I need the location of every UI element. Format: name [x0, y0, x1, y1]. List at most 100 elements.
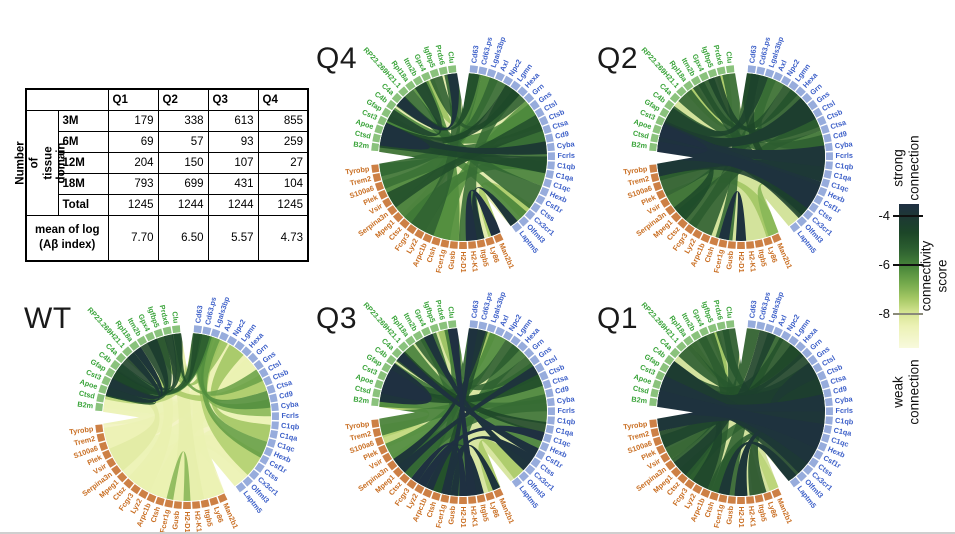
gene-label: B2m [353, 140, 370, 151]
group-gap-notch [652, 151, 693, 165]
gene-label: Prdx6 [158, 304, 171, 326]
gene-segment [372, 388, 381, 398]
gene-segment [754, 494, 764, 503]
gene-segment [801, 92, 813, 104]
gene-segment [807, 354, 818, 366]
gene-segment [406, 479, 417, 490]
gene-segment [524, 464, 536, 475]
gene-segment [371, 164, 380, 173]
gene-segment [202, 326, 212, 335]
gene-segment [518, 471, 529, 482]
gene-segment [468, 496, 477, 504]
gene-segment [534, 362, 545, 373]
chord-ribbon [673, 330, 776, 476]
gene-segment [129, 340, 140, 351]
gene-segment [725, 65, 735, 74]
gene-segment [817, 441, 828, 452]
table-cell: 204 [107, 151, 159, 174]
gene-segment [664, 354, 675, 366]
gene-segment [523, 92, 535, 104]
group-gap-notch [734, 68, 748, 109]
gene-segment [543, 433, 552, 443]
gene-segment [780, 330, 792, 341]
gene-segment [510, 335, 521, 346]
gene-segment [164, 499, 174, 508]
gene-segment [812, 107, 823, 118]
gene-segment [123, 478, 134, 489]
connectivity-score-label: connectivity score [918, 240, 949, 312]
gene-segment [468, 241, 477, 249]
gene-segment [754, 239, 764, 248]
chord-ribbon [154, 335, 228, 386]
gene-segment [387, 205, 398, 216]
gene-segment [171, 325, 181, 334]
gene-segment [684, 224, 695, 235]
group-gap-notch [456, 68, 470, 109]
table-corner-cell [25, 88, 109, 111]
gene-label: Fcrls [835, 406, 853, 415]
gene-label: Gusb [446, 250, 457, 270]
group-gap-notch [374, 151, 415, 165]
gene-segment [155, 496, 165, 506]
gene-segment [495, 71, 505, 82]
gene-segment [421, 326, 431, 337]
gene-label: Clu [724, 306, 734, 319]
gene-segment [773, 71, 783, 82]
gene-segment [538, 370, 549, 381]
gene-label: B2m [77, 400, 94, 411]
gene-segment [808, 457, 819, 468]
chord-ribbon [383, 339, 520, 397]
gene-label: Cd9 [554, 384, 569, 396]
gene-segment [669, 347, 681, 359]
gene-segment [267, 438, 276, 448]
gene-segment [398, 86, 409, 97]
gene-label: C1qa [833, 171, 853, 184]
gene-segment [727, 241, 736, 249]
gene-segment [153, 328, 164, 338]
gene-segment [812, 362, 823, 373]
gene-segment [813, 194, 824, 205]
gene-segment [796, 216, 807, 227]
gene-segment [692, 484, 703, 495]
chord-ribbon [472, 187, 518, 240]
gene-segment [683, 80, 694, 91]
chord-ribbon [103, 340, 250, 461]
gene-segment [234, 340, 245, 351]
gene-label: Cd63 [469, 45, 480, 64]
gene-segment [270, 402, 279, 412]
colorbar-tick-label: -4 [878, 207, 890, 223]
chord-ribbon [398, 366, 538, 473]
gene-segment [802, 209, 814, 220]
chord-title-Q1: Q1 [597, 302, 639, 335]
gene-segment [447, 320, 457, 329]
gene-label: B2m [353, 395, 370, 406]
gene-segment [542, 124, 552, 134]
gene-segment [372, 173, 382, 183]
gene-label: Tyrobp [623, 419, 649, 431]
chord-ribbon [166, 451, 191, 501]
gene-segment [200, 499, 210, 508]
gene-segment [690, 75, 702, 86]
gene-label: Cyba [834, 394, 854, 405]
gene-segment [95, 424, 104, 433]
chord-ribbon [423, 333, 530, 471]
gene-label: Cyba [280, 399, 300, 410]
chord-diagram-Q4: Cd63 Cd63.ps Lgals3bp Axl Npc2 Lgmn Hexa Grn Gns… [323, 17, 603, 297]
gene-segment [378, 444, 388, 455]
gene-label: Clu [724, 51, 734, 64]
gene-segment [650, 388, 659, 398]
gene-segment [700, 233, 711, 243]
gene-label: H2-K1 [747, 250, 758, 272]
chord-ribbon [441, 436, 535, 495]
gene-segment [707, 323, 718, 333]
gene-segment [254, 462, 265, 473]
gene-segment [422, 488, 433, 498]
gene-label: Cd9 [832, 129, 847, 141]
gene-segment [545, 133, 554, 143]
gene-segment [539, 186, 550, 197]
gene-segment [371, 142, 380, 152]
gene-segment [517, 86, 528, 97]
gene-segment [98, 441, 109, 452]
table-cell: 69 [107, 130, 159, 153]
table-row-header: Total [57, 193, 109, 216]
